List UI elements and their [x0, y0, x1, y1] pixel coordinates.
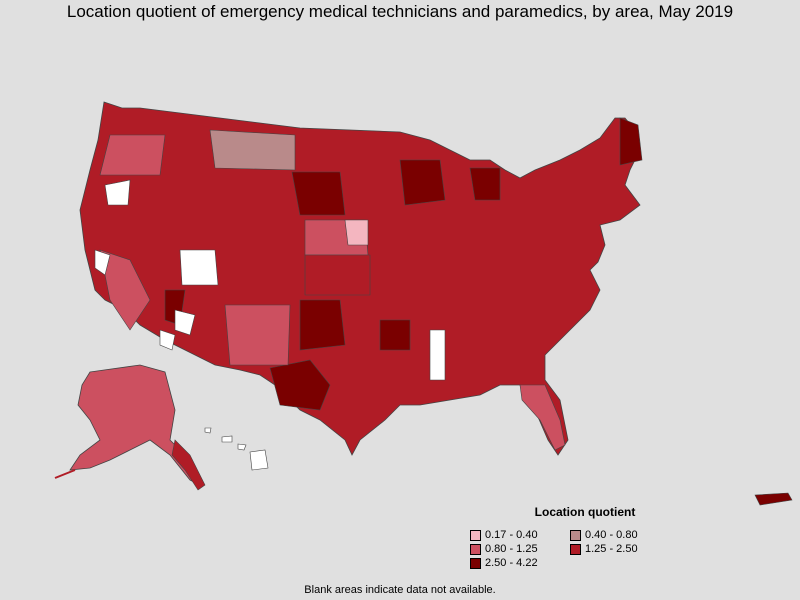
- legend-label: 0.80 - 1.25: [485, 543, 538, 555]
- alaska-region[interactable]: [69, 364, 201, 486]
- legend-label: 0.17 - 0.40: [485, 529, 538, 541]
- legend-item: 0.80 - 1.25: [470, 543, 570, 555]
- no-data-area-arizona[interactable]: [174, 309, 196, 336]
- mid-region-florida[interactable]: [519, 384, 566, 451]
- legend-swatch: [570, 543, 581, 555]
- legend-swatch: [470, 543, 481, 555]
- mid-region-california[interactable]: [99, 249, 151, 331]
- mid-region-new-mexico[interactable]: [224, 304, 291, 366]
- high-region-wisconsin[interactable]: [399, 159, 446, 206]
- no-data-area-utah[interactable]: [179, 249, 219, 286]
- map-legend: Location quotient 0.17 - 0.40 0.40 - 0.8…: [470, 505, 670, 569]
- legend-item: 0.17 - 0.40: [470, 529, 570, 541]
- legend-item: 0.40 - 0.80: [570, 529, 670, 541]
- legend-item: 2.50 - 4.22: [470, 557, 570, 569]
- legend-title: Location quotient: [534, 505, 636, 519]
- high-region-michigan[interactable]: [469, 167, 501, 201]
- puerto-rico-region[interactable]: [754, 492, 793, 506]
- no-data-area-oregon[interactable]: [104, 179, 131, 206]
- mid-region-montana[interactable]: [209, 129, 296, 171]
- alaska-southeast-region[interactable]: [171, 439, 206, 491]
- light-region-nebraska[interactable]: [344, 219, 369, 246]
- high-region-maine[interactable]: [619, 117, 643, 166]
- legend-label: 0.40 - 0.80: [585, 529, 638, 541]
- high-region-texas[interactable]: [269, 359, 331, 411]
- legend-entries: 0.17 - 0.40 0.40 - 0.80 0.80 - 1.25 1.25…: [470, 529, 670, 569]
- footnote: Blank areas indicate data not available.: [304, 584, 496, 596]
- no-data-area-southern-arizona[interactable]: [159, 329, 176, 351]
- legend-label: 1.25 - 2.50: [585, 543, 638, 555]
- high-region-arkansas[interactable]: [379, 319, 411, 351]
- legend-swatch: [570, 529, 581, 541]
- legend-swatch: [470, 557, 481, 569]
- legend-swatch: [470, 529, 481, 541]
- high-region-northern-plains[interactable]: [291, 171, 346, 216]
- alaska-island-chain: [54, 469, 76, 479]
- mid-region-kansas[interactable]: [304, 254, 371, 296]
- hawaii-region[interactable]: [204, 427, 269, 471]
- map-title: Location quotient of emergency medical t…: [66, 2, 734, 21]
- mid-region-oregon[interactable]: [99, 134, 166, 176]
- no-data-area-mississippi[interactable]: [429, 329, 446, 381]
- legend-item: 1.25 - 2.50: [570, 543, 670, 555]
- high-region-oklahoma[interactable]: [299, 299, 346, 351]
- legend-label: 2.50 - 4.22: [485, 557, 538, 569]
- no-data-area-california[interactable]: [94, 249, 111, 276]
